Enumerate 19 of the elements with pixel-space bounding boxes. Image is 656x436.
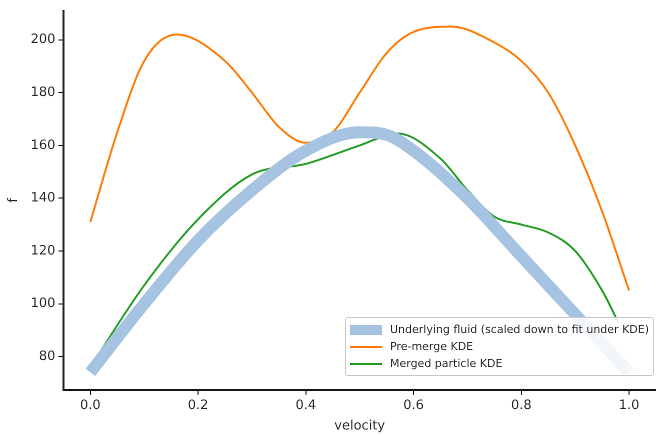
- x-tick-label: 0.8: [510, 398, 532, 413]
- line-series: [89, 26, 630, 292]
- x-tick-label: 0.6: [403, 398, 424, 413]
- y-axis-title: f: [6, 198, 22, 203]
- legend-label: Pre-merge KDE: [388, 339, 474, 355]
- x-tick-label: 0.0: [80, 398, 101, 413]
- x-tick-label: 0.2: [188, 398, 208, 413]
- x-axis-title: velocity: [334, 418, 386, 434]
- y-tick-label: 100: [30, 296, 56, 312]
- y-tick-label: 80: [38, 348, 56, 364]
- legend-label: Merged particle KDE: [388, 356, 504, 372]
- legend-label: Underlying fluid (scaled down to fit under KDE): [388, 322, 649, 338]
- y-tick-label: 200: [30, 32, 56, 48]
- y-tick-label: 120: [30, 243, 56, 258]
- y-tick-label: 160: [30, 138, 56, 153]
- x-tick-label: 0.4: [295, 398, 316, 413]
- y-tick-label: 140: [30, 190, 56, 206]
- y-tick-label: 180: [30, 84, 56, 100]
- x-tick-label: 1.0: [618, 398, 640, 413]
